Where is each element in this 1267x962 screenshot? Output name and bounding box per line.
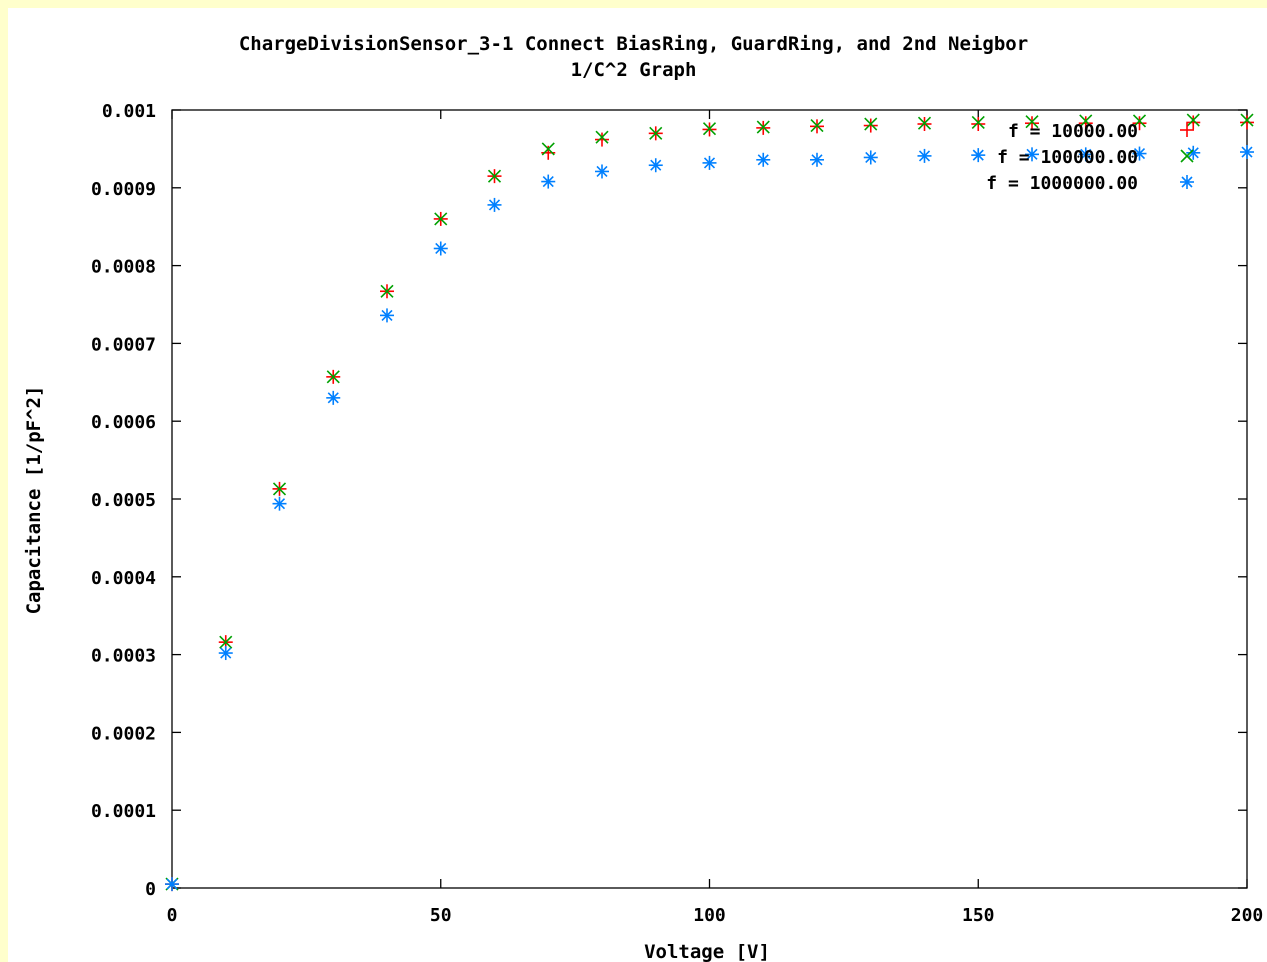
- plot-border: [171, 109, 1248, 889]
- y-tick-label: 0: [145, 879, 156, 900]
- data-point: [756, 120, 770, 134]
- data-point: [810, 152, 824, 167]
- data-point: [702, 155, 717, 170]
- data-point: [1186, 145, 1201, 160]
- x-tick-label: 200: [1231, 905, 1264, 926]
- data-point: [864, 117, 878, 131]
- data-point: [971, 117, 986, 132]
- data-point: [649, 126, 663, 140]
- data-point: [971, 148, 986, 163]
- series-1: [165, 115, 1254, 892]
- x-tick-label: 0: [167, 905, 178, 926]
- data-point: [595, 164, 609, 179]
- data-point: [380, 308, 394, 323]
- data-point: [1025, 115, 1039, 129]
- data-point: [433, 241, 448, 256]
- y-tick-label: 0.0003: [91, 646, 156, 667]
- y-tick-label: 0.0004: [91, 568, 156, 589]
- data-point: [487, 197, 502, 212]
- data-point: [434, 212, 448, 226]
- y-tick-label: 0.0007: [91, 334, 156, 355]
- data-point: [595, 132, 609, 147]
- data-point: [380, 284, 394, 298]
- y-tick-label: 0.0008: [91, 257, 156, 278]
- data-point: [272, 482, 287, 496]
- data-point: [971, 115, 985, 130]
- data-point: [917, 148, 932, 163]
- data-point: [648, 158, 663, 173]
- data-point: [1132, 116, 1147, 131]
- y-tick-label: 0.0009: [91, 179, 156, 200]
- x-axis-label: Voltage [V]: [644, 941, 770, 962]
- series-3: [165, 145, 1254, 892]
- legend-marker: [1180, 123, 1194, 137]
- data-point: [219, 635, 233, 649]
- data-point: [1079, 114, 1093, 128]
- data-point: [487, 169, 502, 183]
- series-2: [165, 113, 1254, 891]
- data-point: [1078, 116, 1093, 131]
- ticks: 0 0.0001 0.0002 0.0003 0.0004 0.0005 0.0006 0.0…: [91, 101, 1263, 926]
- axes: [171, 109, 1248, 889]
- data-point: [326, 370, 340, 384]
- legend-label: f = 100000.00: [997, 147, 1138, 168]
- data-point: [756, 152, 771, 167]
- data-point: [810, 118, 824, 133]
- data-point: [863, 118, 878, 133]
- data-point: [541, 142, 555, 156]
- data-point: [1186, 115, 1201, 130]
- legend-marker: [1180, 149, 1194, 163]
- legend-label: f = 1000000.00: [986, 173, 1138, 194]
- data-point: [326, 390, 341, 405]
- x-tick-label: 50: [430, 905, 452, 926]
- data-point: [1132, 146, 1147, 161]
- y-tick-label: 0.0002: [91, 723, 156, 744]
- data-point: [165, 877, 179, 892]
- data-points: [165, 113, 1254, 892]
- y-axis-label: Capacitance [1/pF^2]: [23, 386, 45, 615]
- legend-marker: [1180, 175, 1194, 189]
- data-point: [1186, 113, 1200, 127]
- data-point: [218, 646, 233, 661]
- x-tick-label: 150: [962, 905, 995, 926]
- data-point: [1132, 114, 1147, 128]
- data-point: [1025, 147, 1039, 162]
- data-point: [917, 116, 932, 130]
- legend: f = 10000.00 f = 100000.00 f = 1000000.00: [986, 121, 1194, 194]
- x-tick-label: 100: [693, 905, 726, 926]
- y-tick-label: 0.0005: [91, 490, 156, 511]
- data-point: [702, 122, 717, 136]
- data-point: [1240, 145, 1254, 160]
- data-point: [1240, 115, 1254, 130]
- data-point: [1240, 113, 1254, 127]
- data-point: [272, 496, 287, 511]
- data-point: [595, 130, 609, 144]
- data-point: [863, 150, 878, 165]
- legend-label: f = 10000.00: [1008, 121, 1138, 142]
- data-point: [1078, 147, 1093, 162]
- data-point: [541, 174, 556, 189]
- y-tick-label: 0.0001: [91, 801, 156, 822]
- y-tick-label: 0.0006: [91, 412, 156, 433]
- data-point: [1025, 116, 1039, 131]
- chart-subtitle: 1/C^2 Graph: [570, 59, 697, 81]
- plot-frame: [8, 8, 1267, 962]
- chart-title: ChargeDivisionSensor_3-1 Connect BiasRin…: [238, 33, 1029, 55]
- y-tick-label: 0.001: [102, 101, 156, 122]
